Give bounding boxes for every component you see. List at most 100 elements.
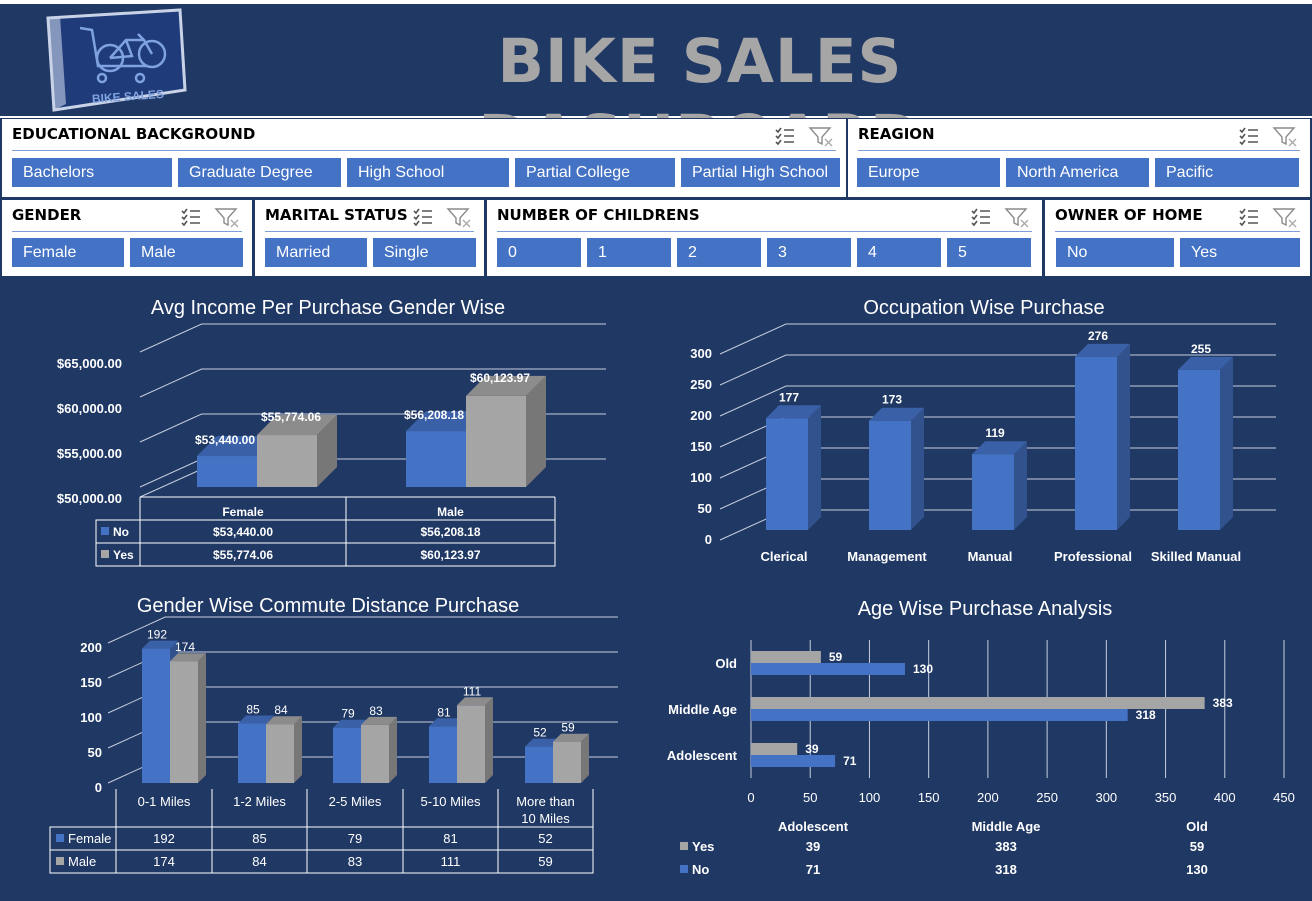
divider [1055, 231, 1300, 232]
bar-male-no-front [406, 431, 466, 487]
data-label: $60,123.97 [470, 371, 530, 385]
clear-filter-icon[interactable] [808, 127, 833, 147]
x-tick-label: 10 Miles [521, 811, 570, 826]
y-tick-label: 200 [80, 640, 102, 655]
bar-more-than-10-miles-female [525, 738, 561, 783]
slicer-button-children-1[interactable]: 1 [587, 238, 671, 267]
bar-1-2-miles-female [238, 715, 274, 783]
data-table-income [95, 519, 556, 567]
y-tick-label: 100 [80, 710, 102, 725]
bar-0-1-miles-male [170, 653, 206, 783]
bar-2-5-miles-female [333, 719, 369, 783]
data-label: $53,440.00 [195, 433, 255, 447]
data-label: 255 [1191, 342, 1211, 356]
slicer-button-gender-female[interactable]: Female [12, 238, 124, 267]
multi-select-icon[interactable] [775, 127, 794, 146]
bar-1-2-miles-male-front [266, 724, 294, 783]
bar-middle-age-yes [751, 697, 1205, 709]
bar-male-no-top [406, 411, 486, 432]
multi-select-icon[interactable] [1239, 208, 1258, 227]
slicer-button-children-4[interactable]: 4 [857, 238, 941, 267]
slicer-button-children-3[interactable]: 3 [767, 238, 851, 267]
bar-professional-side [1117, 343, 1130, 530]
slicer-title: EDUCATIONAL BACKGROUND [12, 125, 256, 143]
multi-select-icon[interactable] [181, 208, 200, 227]
bar-female-yes-front [257, 435, 317, 487]
x-tick-label: More than [516, 794, 575, 809]
x-tick-label: 50 [803, 790, 817, 805]
bar-manual-side [1014, 441, 1027, 530]
slicer-button-marital-single[interactable]: Single [373, 238, 476, 267]
gridline [139, 368, 606, 398]
bar-1-2-miles-female-side [266, 715, 274, 783]
clear-filter-icon[interactable] [446, 208, 471, 228]
slicer-button-region-north-america[interactable]: North America [1006, 158, 1149, 187]
slicer-button-education-partial-college[interactable]: Partial College [515, 158, 675, 187]
clear-filter-icon[interactable] [1272, 208, 1297, 228]
table-cell: $53,440.00 [213, 525, 273, 539]
multi-select-icon[interactable] [1239, 127, 1258, 146]
bar-0-1-miles-male-side [198, 653, 206, 783]
bar-1-2-miles-female-front [238, 723, 266, 783]
bar-2-5-miles-female-top [333, 719, 369, 728]
clear-filter-icon[interactable] [214, 208, 239, 228]
slicer-button-children-5[interactable]: 5 [947, 238, 1031, 267]
slicer-button-home-yes[interactable]: Yes [1180, 238, 1300, 267]
slicer-button-education-bachelors[interactable]: Bachelors [12, 158, 172, 187]
table-cell: 71 [806, 862, 820, 877]
y-tick-label: 150 [80, 675, 102, 690]
x-tick-label: 300 [1095, 790, 1117, 805]
slicer-button-region-pacific[interactable]: Pacific [1155, 158, 1299, 187]
data-label: 318 [1136, 708, 1156, 722]
bar-2-5-miles-male-top [361, 716, 397, 725]
bar-clerical-side [808, 405, 821, 530]
slicer-button-education-high-school[interactable]: High School [347, 158, 509, 187]
bar-manual [972, 441, 1027, 530]
x-tick-label: Clerical [761, 549, 808, 564]
table-header: Old [1186, 819, 1208, 834]
bar-skilled-manual-top [1178, 356, 1233, 370]
bar-2-5-miles-female-side [361, 719, 369, 783]
slicer-button-education-graduate-degree[interactable]: Graduate Degree [178, 158, 341, 187]
legend-label: Yes [692, 839, 714, 854]
slicer-button-children-0[interactable]: 0 [497, 238, 581, 267]
table-header: Male [437, 505, 464, 519]
clear-filter-icon[interactable] [1272, 127, 1297, 147]
bar-skilled-manual [1178, 356, 1233, 530]
chart-title-age: Age Wise Purchase Analysis [858, 598, 1113, 620]
multi-select-icon[interactable] [413, 208, 432, 227]
data-label: 192 [147, 628, 167, 642]
bar-2-5-miles-female-front [333, 727, 361, 783]
slicer-button-region-europe[interactable]: Europe [857, 158, 1000, 187]
slicer-button-gender-male[interactable]: Male [130, 238, 243, 267]
x-tick-label: 0 [747, 790, 754, 805]
bar-management-side [911, 407, 924, 530]
slicer-button-marital-married[interactable]: Married [265, 238, 367, 267]
slicer-button-children-2[interactable]: 2 [677, 238, 761, 267]
bar-5-10-miles-female-front [429, 726, 457, 783]
bar-old-yes [751, 651, 821, 663]
clear-filter-icon[interactable] [1004, 208, 1029, 228]
data-label: 84 [274, 703, 288, 717]
data-label: 173 [882, 393, 902, 407]
legend-key-yes [101, 550, 109, 558]
table-cell: 84 [252, 854, 266, 869]
bar-more-than-10-miles-male-top [553, 733, 589, 742]
slicer-icons [180, 206, 242, 228]
multi-select-icon[interactable] [971, 208, 990, 227]
bar-management-top [869, 407, 924, 421]
slicer-button-home-no[interactable]: No [1056, 238, 1174, 267]
divider [858, 150, 1300, 151]
gridline [719, 478, 1276, 510]
data-label: 59 [829, 650, 843, 664]
gridline [107, 616, 618, 644]
chart-title-occupation: Occupation Wise Purchase [863, 297, 1104, 319]
table-cell: 111 [441, 854, 461, 869]
y-tick-label: 100 [690, 470, 712, 485]
slicer-title: REAGION [858, 125, 935, 143]
bar-5-10-miles-female-side [457, 718, 465, 783]
slicer-button-education-partial-high-school[interactable]: Partial High School [681, 158, 840, 187]
bar-professional-front [1075, 356, 1117, 530]
bar-management [869, 407, 924, 530]
data-label: 79 [341, 707, 355, 721]
